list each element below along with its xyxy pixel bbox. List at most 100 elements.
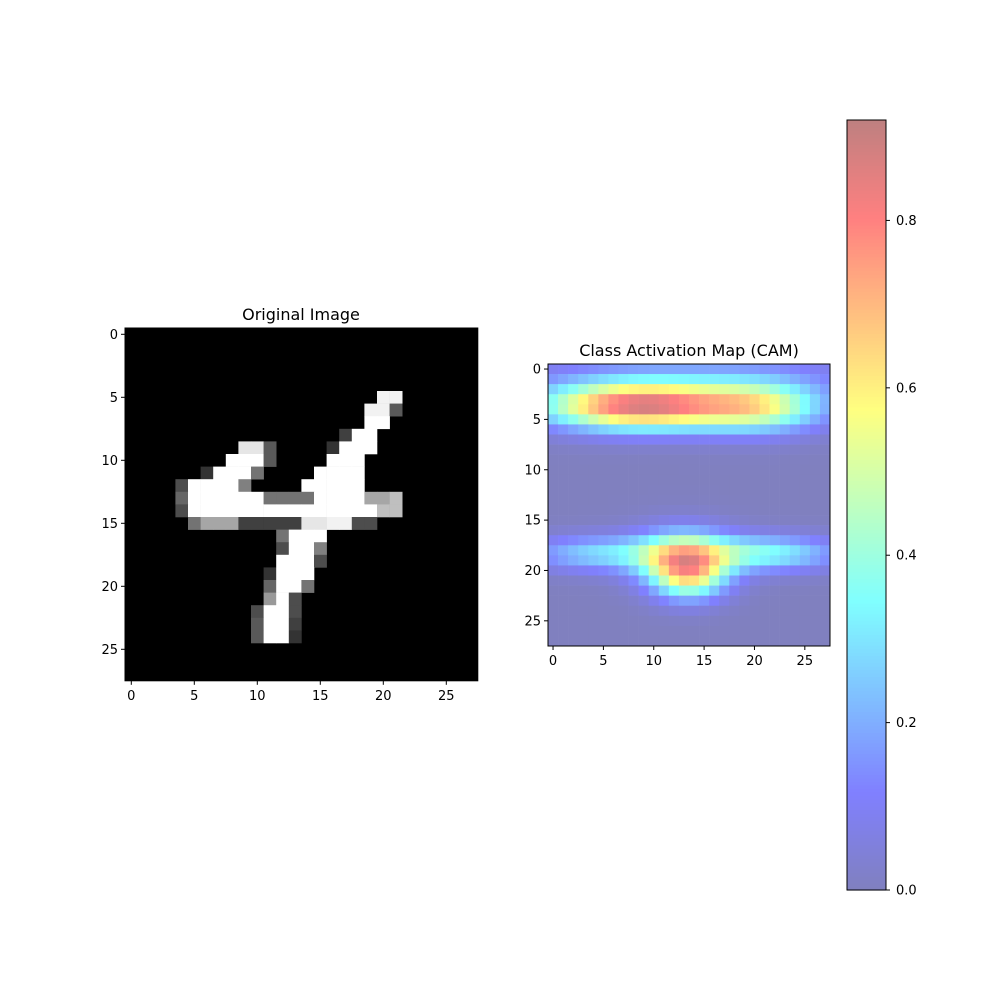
colorbar-band <box>847 333 886 338</box>
cam-cell <box>819 454 831 466</box>
colorbar-band <box>847 582 886 587</box>
cam-cell <box>719 444 730 455</box>
cam-cell <box>578 545 589 556</box>
colorbar-band <box>847 232 886 237</box>
pixel <box>326 517 340 530</box>
cam-cell <box>628 635 639 647</box>
cam-cell <box>759 625 770 637</box>
cam-cell <box>558 555 569 566</box>
cam-cell <box>568 434 579 445</box>
colorbar: 0.0 0.2 0.4 0.6 0.8 <box>846 119 917 899</box>
cam-cell <box>608 484 619 496</box>
cam-cell <box>809 374 821 385</box>
colorbar-band <box>847 652 886 657</box>
cam-cell <box>628 444 639 455</box>
cam-cell <box>709 434 720 445</box>
colorbar-band <box>847 151 886 156</box>
cam-cell <box>618 464 629 476</box>
cam-cell <box>819 625 831 637</box>
colorbar-band <box>847 162 886 167</box>
cam-cell <box>779 434 791 445</box>
pixel <box>288 592 302 606</box>
pixel <box>364 504 378 518</box>
cam-cell <box>588 625 599 637</box>
colorbar-band <box>847 148 886 153</box>
cam-cell <box>749 525 760 536</box>
colorbar-band <box>847 186 886 191</box>
pixel <box>288 605 302 619</box>
original-image-panel: Original Image 0 5 10 15 20 25 0 5 10 15 20 25 <box>101 305 479 704</box>
colorbar-band <box>847 701 886 706</box>
cam-cell <box>759 474 770 486</box>
cam-y-axis: 0 5 10 15 20 25 <box>524 363 548 629</box>
cam-cell <box>779 545 791 556</box>
cam-cell <box>729 575 740 586</box>
cam-cell <box>689 575 700 586</box>
cam-cell <box>578 364 589 375</box>
cam-cell <box>558 505 569 516</box>
cam-cell <box>628 565 639 576</box>
cam-cell <box>628 615 639 627</box>
cam-cell <box>799 414 811 425</box>
colorbar-band <box>847 375 886 380</box>
cam-cell <box>558 434 569 445</box>
cam-cell <box>588 364 599 375</box>
colorbar-band <box>847 865 886 870</box>
cam-cell <box>789 384 801 395</box>
pixel <box>200 504 214 518</box>
cam-cell <box>729 384 740 395</box>
cam-cell <box>598 535 609 546</box>
cam-cell <box>789 424 801 435</box>
pixel <box>364 441 378 455</box>
cam-cell <box>689 414 700 425</box>
cam-cell <box>749 505 760 516</box>
pixel <box>225 454 239 467</box>
cam-cell <box>668 515 680 526</box>
cam-cell <box>789 515 801 526</box>
cam-cell <box>799 625 811 637</box>
cam-cell <box>578 484 589 496</box>
original-image-y-tick-label: 10 <box>101 454 118 469</box>
colorbar-band <box>847 764 886 769</box>
cam-cell <box>729 424 740 435</box>
cam-cell <box>769 374 780 385</box>
colorbar-band <box>847 869 886 874</box>
pixel <box>326 466 340 480</box>
pixel <box>339 504 353 518</box>
cam-cell <box>689 545 700 556</box>
pixel <box>263 454 277 467</box>
pixel <box>377 491 390 505</box>
colorbar-band <box>847 368 886 373</box>
cam-cell <box>668 384 680 395</box>
colorbar-band <box>847 851 886 856</box>
cam-cell <box>689 374 700 385</box>
cam-cell <box>678 565 690 576</box>
cam-cell <box>789 494 801 506</box>
colorbar-band <box>847 750 886 755</box>
cam-cell <box>729 615 740 627</box>
cam-cell <box>578 434 589 445</box>
cam-cell <box>689 625 700 637</box>
cam-cell <box>699 494 710 506</box>
colorbar-band <box>847 445 886 450</box>
cam-cell <box>819 545 831 556</box>
cam-cell <box>628 484 639 496</box>
cam-cell <box>588 414 599 425</box>
pixel <box>301 580 315 593</box>
cam-cell <box>709 424 720 435</box>
cam-cell <box>739 494 750 506</box>
colorbar-band <box>847 883 886 888</box>
cam-cell <box>658 555 670 566</box>
cam-cell <box>618 404 629 415</box>
cam-cell <box>779 575 791 586</box>
cam-cell <box>739 384 750 395</box>
cam-cell <box>799 595 811 607</box>
cam-cell <box>558 384 569 395</box>
cam-cell <box>658 625 670 637</box>
cam-cell <box>749 595 760 607</box>
colorbar-band <box>847 550 886 555</box>
cam-cell <box>668 565 680 576</box>
cam-cell <box>769 525 780 536</box>
cam-cell <box>658 575 670 586</box>
cam-cell <box>608 474 619 486</box>
